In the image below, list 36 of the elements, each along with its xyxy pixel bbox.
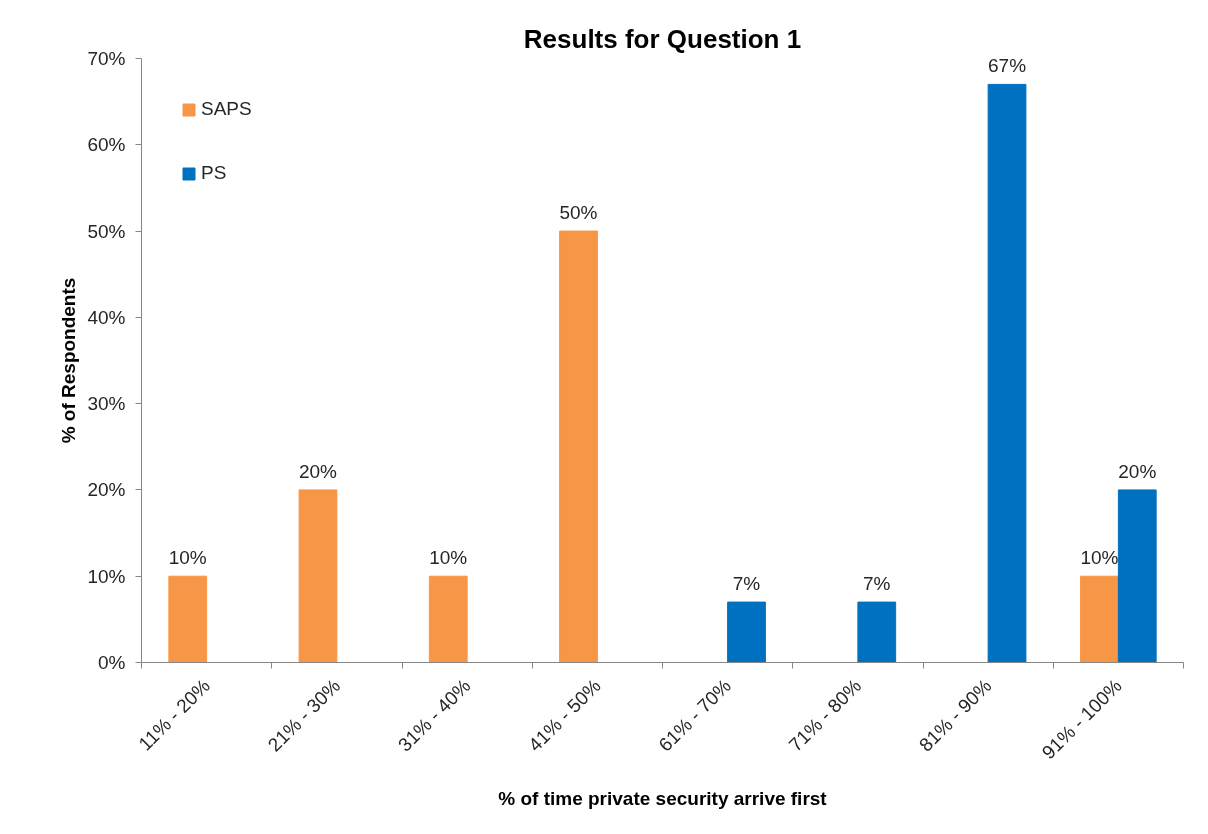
bar: [727, 601, 766, 663]
data-label: 10%: [1080, 547, 1119, 569]
y-tick-label: 50%: [87, 220, 126, 242]
data-label: 20%: [1118, 460, 1157, 482]
x-tick-label: 41% - 50%: [524, 675, 605, 756]
data-label: 10%: [168, 547, 207, 569]
x-tick-label: 31% - 40%: [393, 675, 475, 756]
x-tick-label: 71% - 80%: [784, 675, 866, 756]
y-tick-label: 20%: [87, 479, 126, 501]
bar: [298, 489, 338, 663]
x-axis-title: % of time private security arrive first: [498, 787, 828, 809]
data-label: 50%: [559, 202, 598, 224]
y-axis-title: % of Respondents: [58, 277, 80, 444]
y-tick-label: 60%: [87, 134, 126, 156]
y-tick-label: 40%: [87, 306, 126, 328]
data-label: 7%: [863, 573, 891, 595]
data-label: 20%: [298, 460, 338, 482]
x-tick-label: 61% - 70%: [654, 675, 736, 756]
bar: [428, 575, 468, 663]
y-tick-label: 0%: [98, 652, 126, 673]
bar: [857, 601, 897, 663]
legend-label: SAPS: [201, 98, 252, 120]
y-tick-label: 30%: [87, 393, 126, 415]
y-tick-label: 70%: [87, 48, 126, 69]
chart-title: Results for Question 1: [523, 23, 802, 54]
bar: [987, 83, 1027, 663]
data-label: 67%: [988, 55, 1027, 77]
data-label: 7%: [732, 573, 761, 595]
bar: [1117, 489, 1157, 663]
x-tick-label: 81% - 90%: [914, 675, 996, 756]
bar: [168, 575, 208, 663]
bar: [1080, 575, 1119, 663]
bar: [559, 230, 598, 663]
legend-label: PS: [201, 162, 227, 184]
y-tick-label: 10%: [87, 565, 126, 587]
data-label: 10%: [429, 547, 468, 569]
